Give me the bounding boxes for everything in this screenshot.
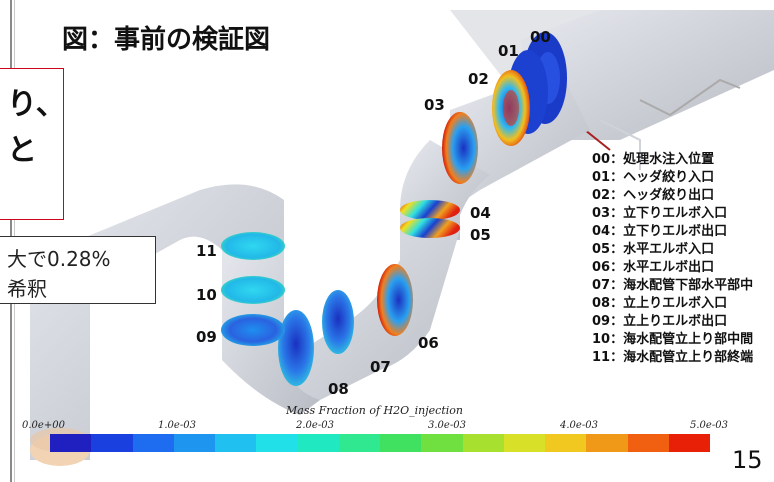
plot-label-06: 06 <box>418 334 439 352</box>
colorbar-tick: 3.0e-03 <box>428 420 466 431</box>
plot-label-02: 02 <box>468 70 489 88</box>
callout-white-line1: 大で0.28% <box>7 247 111 271</box>
small-line <box>639 78 741 117</box>
legend-item: 04：立下りエルボ出口 <box>592 224 728 239</box>
callout-white-line2: 希釈 <box>7 277 47 301</box>
inlet-pipe <box>520 10 774 140</box>
legend-item: 01：ヘッダ絞り入口 <box>592 170 715 185</box>
plot-label-05: 05 <box>470 226 491 244</box>
plot-label-08: 08 <box>328 380 349 398</box>
section-05 <box>400 218 460 238</box>
colorbar-swatch-7 <box>338 434 380 452</box>
legend-item: 09：立上りエルボ出口 <box>592 314 728 329</box>
colorbar-swatch-14 <box>627 434 669 452</box>
colorbar-swatch-10 <box>462 434 504 452</box>
legend-item: 02：ヘッダ絞り出口 <box>592 188 715 203</box>
legend-item: 10：海水配管立上り部中間 <box>592 332 754 347</box>
colorbar-swatch-11 <box>503 434 545 452</box>
callout-red-box: り、 と <box>0 68 66 220</box>
lower-horizontal-pipe <box>270 230 460 410</box>
colorbar-swatch-0 <box>50 434 92 452</box>
colorbar-title: Mass Fraction of H2O_injection <box>286 404 463 417</box>
section-08 <box>278 310 314 386</box>
plot-label-07: 07 <box>370 358 391 376</box>
plot-label-10: 10 <box>196 286 217 304</box>
legend-item: 05：水平エルボ入口 <box>592 242 715 257</box>
colorbar-tick: 0.0e+00 <box>22 420 65 431</box>
colorbar-swatch-12 <box>545 434 587 452</box>
colorbar-swatch-3 <box>173 434 215 452</box>
callout-white-box: 大で0.28% 希釈 <box>0 236 156 304</box>
section-03 <box>442 112 478 184</box>
section-11 <box>221 232 285 260</box>
section-10 <box>221 276 285 304</box>
legend-item: 03：立下りエルボ入口 <box>592 206 728 221</box>
section-07 <box>322 290 354 354</box>
legend-item: 06：水平エルボ出口 <box>592 260 715 275</box>
plot-label-01: 01 <box>498 42 519 60</box>
colorbar-tick: 1.0e-03 <box>158 420 196 431</box>
page-number: 15 <box>732 446 763 474</box>
colorbar-tick: 2.0e-03 <box>296 420 334 431</box>
legend-item: 00：処理水注入位置 <box>592 152 715 167</box>
colorbar-tick: 4.0e-03 <box>560 420 598 431</box>
section-04 <box>400 200 460 220</box>
colorbar-swatch-8 <box>380 434 422 452</box>
plot-label-03: 03 <box>424 96 445 114</box>
legend-item: 07：海水配管下部水平部中 <box>592 278 754 293</box>
colorbar-swatch-5 <box>256 434 298 452</box>
plot-label-04: 04 <box>470 204 491 222</box>
section-09 <box>221 314 285 346</box>
colorbar-swatch-2 <box>132 434 174 452</box>
legend-item: 08：立上りエルボ入口 <box>592 296 728 311</box>
legend-item: 11：海水配管立上り部終端 <box>592 350 754 365</box>
colorbar-swatch-9 <box>421 434 463 452</box>
colorbar-swatch-6 <box>297 434 339 452</box>
callout-red-line1: り、 <box>7 87 66 122</box>
colorbar <box>50 434 710 452</box>
plot-label-00: 00 <box>530 28 551 46</box>
colorbar-swatch-1 <box>91 434 133 452</box>
colorbar-swatch-4 <box>215 434 257 452</box>
figure-title: 図：事前の検証図 <box>40 14 340 66</box>
plot-label-11: 11 <box>196 242 217 260</box>
colorbar-swatch-13 <box>586 434 628 452</box>
callout-red-line2: と <box>7 133 37 168</box>
plot-label-09: 09 <box>196 328 217 346</box>
section-06 <box>377 264 413 336</box>
colorbar-swatch-15 <box>668 434 710 452</box>
colorbar-tick: 5.0e-03 <box>690 420 728 431</box>
small-branch-pipe <box>599 119 641 170</box>
